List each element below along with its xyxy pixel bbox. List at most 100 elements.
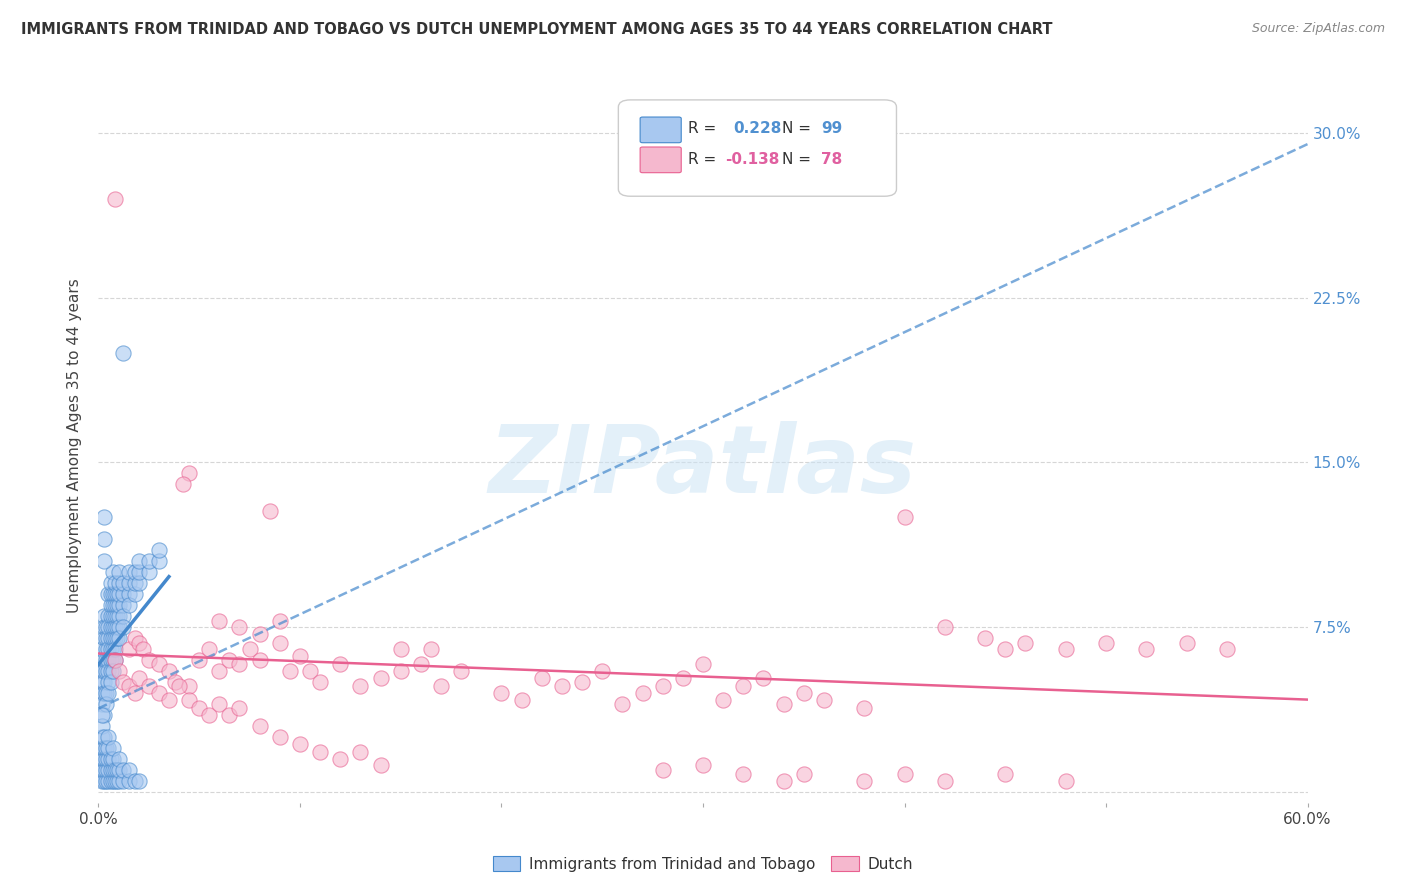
Point: [111, 620, 134, 634]
Point: [97, 642, 120, 657]
FancyBboxPatch shape: [619, 100, 897, 196]
Point: [103, 642, 125, 657]
Point: [93, 686, 115, 700]
Point: [96, 740, 118, 755]
Point: [97, 730, 120, 744]
Point: [100, 576, 122, 591]
Point: [228, 657, 250, 672]
Point: [101, 653, 124, 667]
Point: [103, 576, 125, 591]
Point: [91, 675, 114, 690]
Point: [93, 708, 115, 723]
Point: [651, 680, 673, 694]
Point: [299, 664, 322, 678]
Point: [934, 773, 956, 788]
Text: IMMIGRANTS FROM TRINIDAD AND TOBAGO VS DUTCH UNEMPLOYMENT AMONG AGES 35 TO 44 YE: IMMIGRANTS FROM TRINIDAD AND TOBAGO VS D…: [21, 22, 1053, 37]
Point: [198, 642, 221, 657]
Point: [107, 620, 129, 634]
Point: [97, 773, 120, 788]
Point: [853, 773, 876, 788]
Point: [994, 767, 1017, 781]
Point: [148, 686, 170, 700]
Point: [370, 758, 392, 772]
Point: [100, 675, 122, 690]
Point: [96, 664, 118, 678]
Point: [91, 697, 114, 711]
Point: [101, 566, 124, 580]
Point: [389, 642, 412, 657]
Point: [100, 653, 122, 667]
Point: [97, 686, 120, 700]
Point: [101, 664, 124, 678]
Point: [105, 620, 128, 634]
Point: [93, 554, 115, 568]
Point: [208, 614, 231, 628]
Point: [793, 686, 815, 700]
Point: [93, 609, 115, 624]
Point: [100, 587, 122, 601]
Point: [450, 664, 472, 678]
Point: [93, 664, 115, 678]
Point: [128, 576, 150, 591]
Point: [100, 620, 122, 634]
Point: [124, 631, 146, 645]
Point: [692, 758, 714, 772]
Point: [208, 697, 231, 711]
Point: [93, 763, 115, 777]
Point: [118, 642, 141, 657]
Point: [96, 642, 118, 657]
Point: [128, 671, 150, 685]
Point: [530, 671, 553, 685]
Point: [711, 692, 734, 706]
Point: [100, 773, 122, 788]
Point: [96, 620, 118, 634]
Point: [97, 609, 120, 624]
Point: [96, 653, 118, 667]
Point: [591, 664, 613, 678]
Point: [111, 598, 134, 612]
Point: [100, 642, 122, 657]
Point: [97, 631, 120, 645]
Point: [179, 680, 201, 694]
Point: [551, 680, 574, 694]
Point: [420, 642, 443, 657]
Point: [1014, 635, 1036, 649]
Point: [934, 620, 956, 634]
Point: [651, 763, 673, 777]
Point: [249, 653, 271, 667]
Point: [101, 642, 124, 657]
Point: [491, 686, 513, 700]
Point: [100, 664, 122, 678]
Text: 99: 99: [821, 121, 842, 136]
Point: [91, 740, 114, 755]
Point: [103, 631, 125, 645]
Point: [105, 763, 128, 777]
Point: [101, 609, 124, 624]
Point: [96, 686, 118, 700]
Point: [218, 708, 240, 723]
Point: [91, 686, 114, 700]
FancyBboxPatch shape: [640, 117, 682, 143]
Point: [309, 675, 332, 690]
Point: [93, 620, 115, 634]
Point: [105, 587, 128, 601]
Point: [93, 510, 115, 524]
Point: [179, 692, 201, 706]
Point: [571, 675, 593, 690]
Point: [97, 620, 120, 634]
Point: [103, 773, 125, 788]
Point: [118, 576, 141, 591]
Point: [188, 653, 211, 667]
Point: [138, 554, 160, 568]
Text: R =: R =: [689, 152, 721, 167]
Point: [228, 620, 250, 634]
Point: [107, 773, 129, 788]
Point: [111, 763, 134, 777]
Point: [118, 680, 141, 694]
Point: [259, 504, 281, 518]
Point: [309, 745, 332, 759]
Point: [118, 763, 141, 777]
Point: [349, 680, 371, 694]
Point: [96, 752, 118, 766]
Point: [96, 763, 118, 777]
